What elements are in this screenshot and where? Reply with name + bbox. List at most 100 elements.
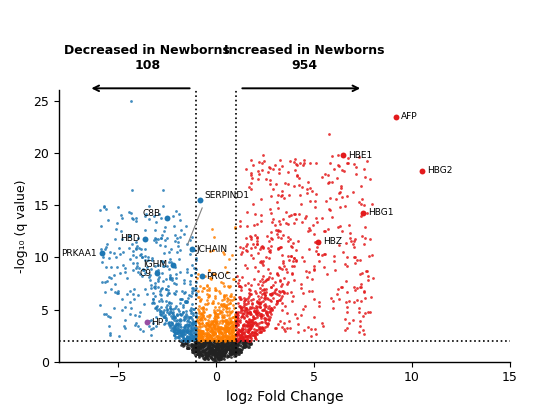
Point: [196, 316, 204, 322]
Point: [185, 322, 193, 328]
Point: [243, 297, 252, 304]
Point: [237, 343, 245, 350]
Point: [254, 322, 263, 329]
Point: [171, 329, 179, 336]
Point: [112, 225, 120, 232]
Point: [181, 308, 190, 315]
Point: [211, 343, 219, 349]
Point: [217, 352, 226, 359]
Point: [174, 306, 183, 313]
Point: [231, 316, 239, 323]
Point: [208, 226, 216, 233]
Point: [199, 347, 207, 353]
Point: [306, 325, 315, 332]
Point: [285, 318, 293, 325]
Point: [182, 339, 190, 346]
Point: [211, 346, 220, 352]
Point: [272, 300, 281, 307]
Point: [277, 191, 286, 198]
Point: [257, 324, 266, 331]
Point: [149, 284, 158, 291]
Point: [197, 348, 206, 355]
Point: [230, 347, 239, 354]
Point: [230, 337, 238, 344]
Point: [175, 268, 184, 275]
Point: [223, 298, 231, 305]
Point: [351, 260, 359, 266]
Point: [189, 344, 198, 351]
Point: [220, 352, 228, 358]
Point: [236, 317, 245, 324]
Point: [209, 347, 218, 353]
Point: [198, 287, 206, 294]
Point: [104, 274, 113, 281]
Point: [223, 305, 231, 311]
Point: [246, 323, 254, 330]
Point: [184, 337, 193, 344]
Point: [203, 330, 212, 337]
Point: [185, 328, 193, 335]
Point: [187, 335, 195, 341]
Point: [208, 328, 216, 335]
Point: [146, 272, 154, 278]
Point: [196, 321, 205, 327]
Point: [199, 285, 207, 292]
Point: [240, 332, 249, 339]
Point: [208, 246, 217, 253]
Point: [180, 328, 188, 335]
Point: [276, 278, 284, 285]
Point: [220, 292, 229, 299]
Point: [222, 339, 231, 346]
Point: [176, 247, 184, 253]
Point: [185, 328, 194, 334]
Point: [202, 353, 211, 360]
Point: [167, 259, 175, 265]
Point: [189, 335, 197, 342]
Point: [207, 345, 215, 352]
Point: [217, 344, 225, 350]
Point: [210, 342, 219, 349]
Point: [251, 319, 259, 326]
Point: [173, 328, 181, 335]
Point: [210, 355, 219, 362]
Point: [226, 341, 235, 348]
Point: [262, 316, 270, 322]
Point: [201, 337, 209, 344]
Point: [217, 329, 225, 336]
Point: [192, 333, 200, 340]
Point: [233, 337, 242, 344]
Point: [139, 267, 148, 274]
Point: [185, 333, 193, 340]
Point: [212, 349, 221, 355]
Point: [203, 282, 212, 289]
Point: [217, 342, 225, 349]
Point: [246, 325, 255, 331]
Point: [187, 347, 196, 354]
Point: [132, 263, 141, 269]
Point: [182, 298, 191, 305]
Point: [208, 346, 217, 353]
Point: [208, 347, 217, 353]
Point: [344, 222, 353, 229]
Point: [267, 235, 276, 242]
Point: [211, 304, 220, 310]
Point: [189, 310, 198, 316]
Point: [179, 328, 188, 335]
Point: [224, 345, 233, 352]
Point: [229, 318, 238, 325]
Point: [228, 344, 237, 350]
Point: [191, 321, 199, 327]
Point: [154, 275, 163, 282]
Point: [225, 293, 234, 300]
Point: [252, 330, 261, 337]
Point: [198, 353, 207, 360]
Point: [241, 341, 249, 348]
Point: [246, 321, 254, 328]
Point: [335, 241, 343, 248]
Point: [259, 279, 268, 286]
Point: [238, 325, 247, 332]
Point: [173, 329, 182, 336]
Point: [152, 219, 160, 225]
Point: [228, 332, 237, 339]
Point: [216, 329, 225, 336]
